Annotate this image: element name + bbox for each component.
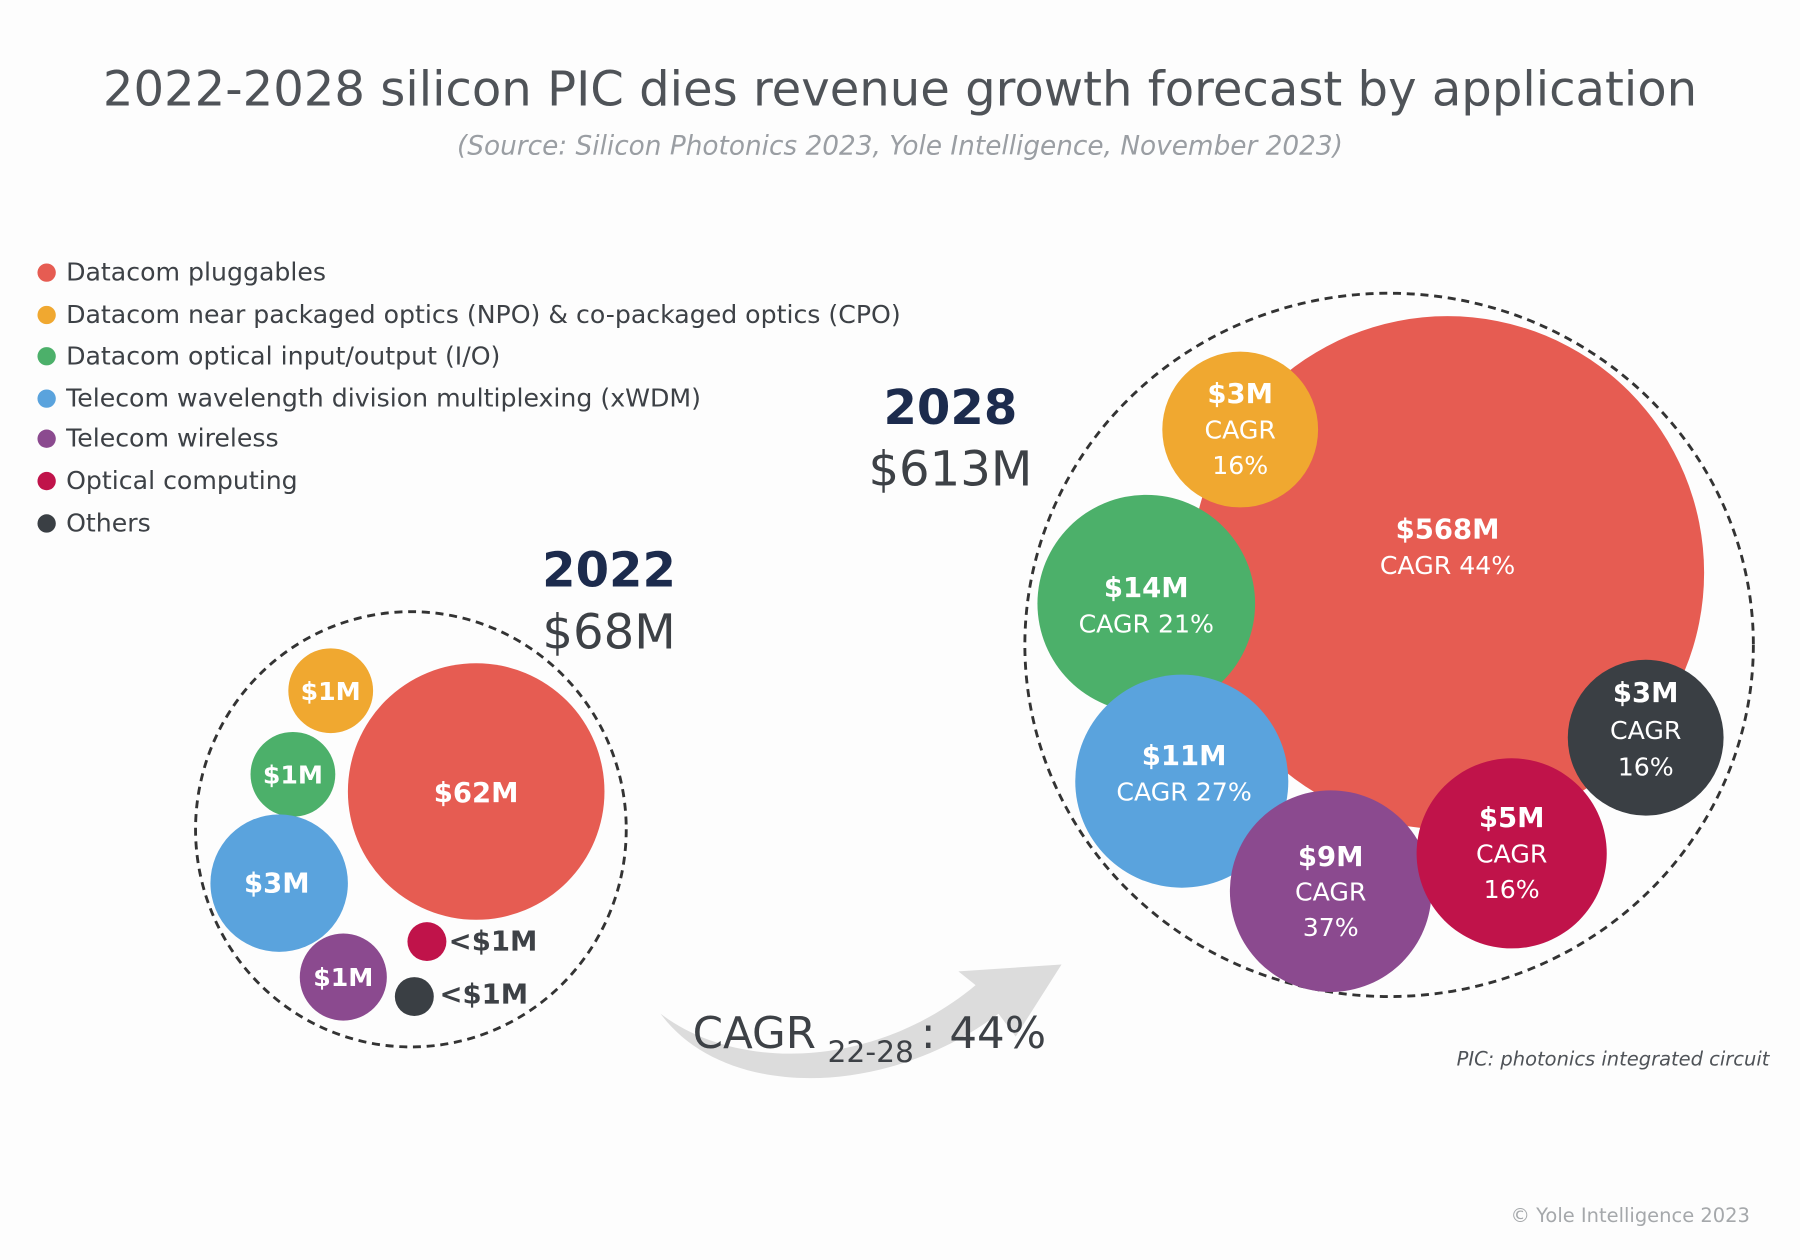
legend-swatch: [37, 263, 56, 282]
bubble-cagr-value: 16%: [1618, 752, 1674, 781]
legend-label: Telecom wavelength division multiplexing…: [65, 384, 701, 413]
bubble: [288, 648, 374, 734]
bubble: [394, 977, 434, 1017]
bubble: [1229, 790, 1432, 992]
bubble-cagr: CAGR: [1204, 416, 1275, 445]
legend-label: Datacom pluggables: [66, 258, 326, 287]
bubble-label: $1M: [301, 677, 361, 706]
bubble-label: $1M: [313, 963, 373, 992]
bubble-cagr-value: 37%: [1303, 913, 1359, 942]
year-label: 2028: [883, 380, 1017, 436]
year-label: 2022: [542, 542, 676, 598]
bubble-cagr: CAGR: [1476, 840, 1547, 869]
legend-swatch: [37, 471, 56, 491]
bubble-cagr: CAGR 44%: [1380, 551, 1515, 580]
bubble-label: $11M: [1142, 740, 1227, 772]
bubble-cagr-value: 16%: [1212, 451, 1268, 480]
bubble: [1190, 316, 1705, 830]
legend-swatch: [37, 429, 56, 448]
legend-swatch: [37, 389, 56, 408]
year-total: $68M: [542, 604, 675, 660]
growth-arrow: [660, 964, 1062, 1079]
bubble: [1037, 494, 1256, 713]
legend-label: Others: [66, 508, 151, 537]
legend-label: Optical computing: [66, 466, 298, 495]
bubble: [1416, 758, 1607, 949]
bubble-label: $3M: [1207, 378, 1273, 410]
bubble-label: $14M: [1104, 572, 1189, 604]
bubble: [210, 814, 348, 952]
bubble-cagr: CAGR 27%: [1116, 778, 1251, 807]
bubble-label: $1M: [263, 760, 323, 789]
legend-label: Datacom near packaged optics (NPO) & co-…: [66, 300, 901, 329]
bubble-cagr: CAGR: [1610, 716, 1681, 745]
bubble: [347, 663, 605, 920]
bubble-cagr-value: 16%: [1484, 875, 1540, 904]
footnote: PIC: photonics integrated circuit: [1457, 1047, 1771, 1070]
bubble-cagr: CAGR: [1295, 877, 1366, 906]
bubble-label: <$1M: [440, 978, 529, 1010]
bubble: [407, 922, 447, 962]
legend-label: Datacom optical input/output (I/O): [66, 341, 500, 370]
copyright: © Yole Intelligence 2023: [1510, 1204, 1749, 1227]
bubble-label: $9M: [1298, 841, 1364, 873]
bubble-label: $3M: [1613, 677, 1679, 709]
bubble-label: $3M: [244, 867, 310, 899]
bubble-label: $568M: [1396, 513, 1500, 545]
bubble-cagr: CAGR 21%: [1079, 609, 1214, 638]
year-total: $613M: [868, 442, 1032, 498]
bubble: [299, 933, 387, 1021]
legend-swatch: [37, 305, 56, 325]
chart-subtitle: (Source: Silicon Photonics 2023, Yole In…: [457, 132, 1343, 162]
bubble: [1567, 659, 1724, 816]
legend-label: Telecom wireless: [65, 424, 279, 453]
year-boundary: [1023, 291, 1755, 998]
bubble: [1075, 674, 1289, 888]
legend-swatch: [37, 514, 56, 533]
legend-swatch: [37, 347, 56, 366]
legend: Datacom pluggables Datacom near packaged…: [37, 258, 901, 537]
year-boundary: [194, 610, 628, 1049]
bubble-group-2022: 2022 $68M $62M $1M $1M $3M $1M <$1M <$1M: [194, 542, 676, 1049]
bubble-group-2028: 2028 $613M $568M CAGR 44% $3M CAGR 16% $…: [868, 291, 1755, 998]
bubble-label: $62M: [434, 777, 519, 809]
chart-title: 2022-2028 silicon PIC dies revenue growt…: [103, 61, 1697, 117]
bubble-label: $5M: [1479, 802, 1545, 834]
bubble: [250, 731, 336, 817]
overall-cagr: CAGR 22-28: 44%: [693, 1009, 1046, 1070]
bubble-label: <$1M: [449, 926, 538, 958]
bubble: [1162, 351, 1319, 508]
